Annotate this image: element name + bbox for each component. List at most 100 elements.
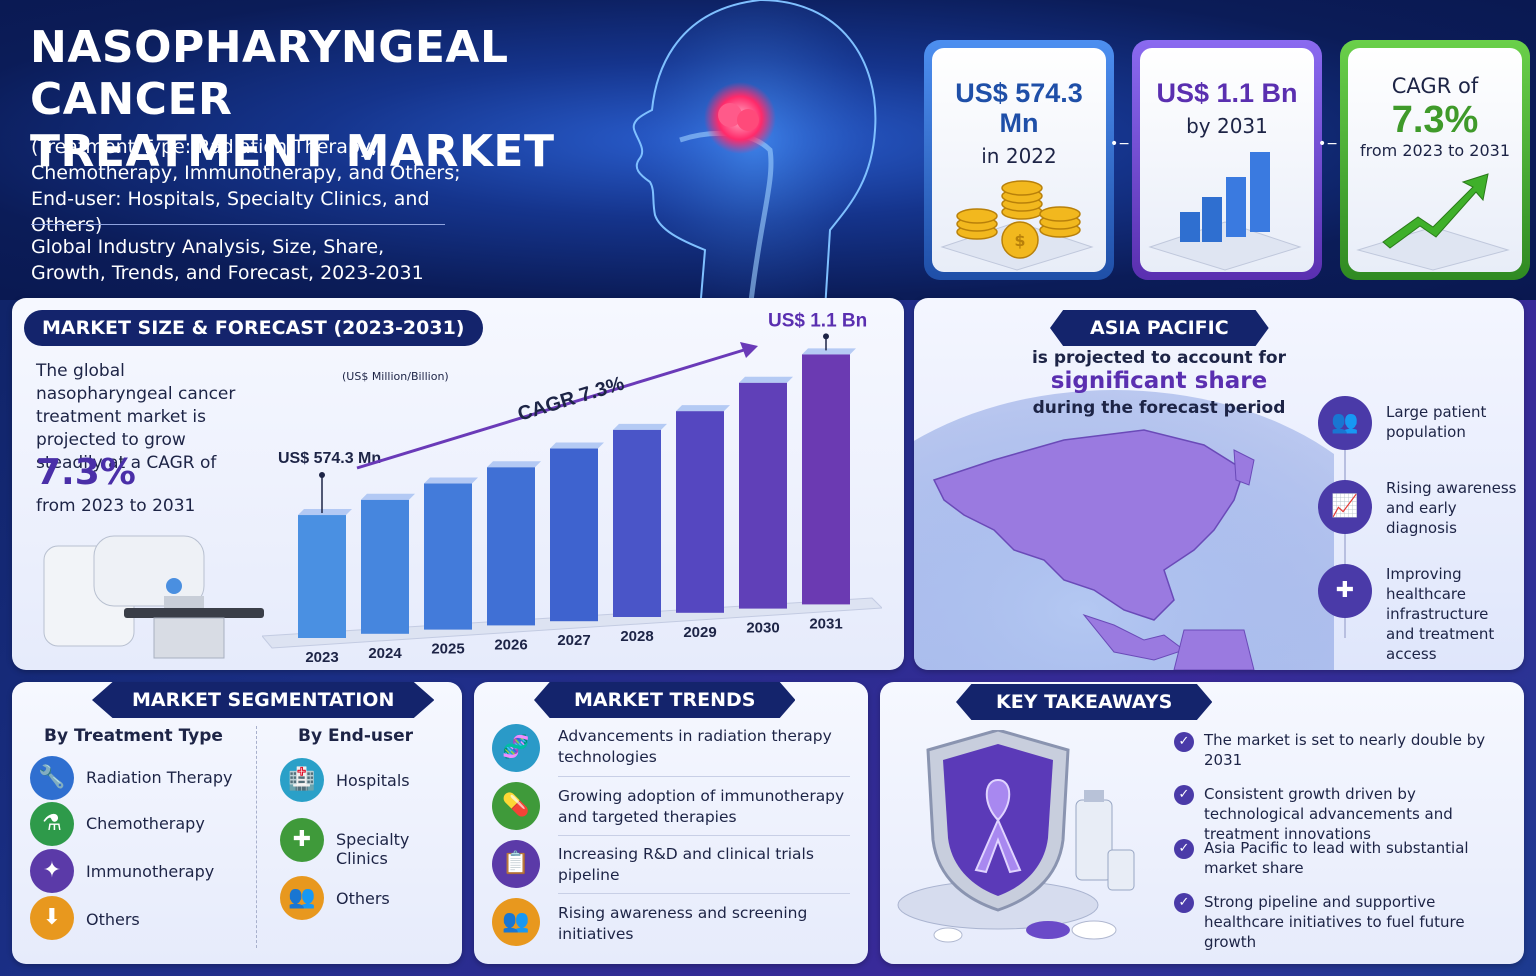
asia-highlight: significant share <box>1050 368 1268 394</box>
takeaway-item: Asia Pacific to lead with substantial ma… <box>1204 839 1469 877</box>
stat-label: by 2031 <box>1186 114 1268 138</box>
market-size-panel: MARKET SIZE & FORECAST (2023-2031) The g… <box>12 298 904 670</box>
segmentation-divider <box>256 726 257 948</box>
trends-heading: MARKET TRENDS <box>534 682 796 718</box>
market-period: from 2023 to 2031 <box>36 496 196 516</box>
clinic-icon: ✚ <box>280 818 324 862</box>
end-value-label: US$ 1.1 Bn <box>768 310 867 331</box>
hero-divider <box>31 224 445 225</box>
bar-2029 <box>676 411 724 613</box>
description: Global Industry Analysis, Size, Share, G… <box>31 236 424 284</box>
enduser-item: Others <box>336 889 390 908</box>
hand-care-icon: ✚ <box>1318 564 1372 618</box>
globe-map-icon <box>914 390 1334 670</box>
trend-item: Growing adoption of immunotherapy and ta… <box>558 787 845 826</box>
bar-top-2031 <box>802 348 856 355</box>
hospital-icon: 🏥 <box>280 758 324 802</box>
bar-2024 <box>361 499 409 634</box>
bar-2027 <box>550 448 598 622</box>
stat-card-cagr: CAGR of 7.3% from 2023 to 2031 <box>1340 40 1530 280</box>
x-tick-label: 2031 <box>809 615 842 632</box>
stat-prefix: CAGR of <box>1391 74 1479 98</box>
check-icon: ✓ <box>1174 893 1194 913</box>
market-forecast-chart: 2023 2024 2025 2026 2027 2028 2029 2030 2031 US$ … <box>262 310 882 666</box>
x-tick-label: 2026 <box>494 636 527 653</box>
cagr-label: CAGR 7.3% <box>515 372 627 425</box>
check-icon: ✓ <box>1174 839 1194 859</box>
driver-2-text: Rising awareness and early diagnosis <box>1386 479 1517 537</box>
immuno-icon: ✦ <box>30 849 74 893</box>
stat-card-2022: US$ 574.3 Mn in 2022 $ <box>924 40 1114 280</box>
market-cagr-value: 7.3% <box>36 452 136 493</box>
trend-item: Rising awareness and screening initiativ… <box>558 904 808 943</box>
subtitle: (Treatment Type: Radiation Therapy, Chem… <box>31 136 461 236</box>
treatment-item: Others <box>86 910 140 929</box>
x-tick-label: 2025 <box>431 641 464 658</box>
driver-1-text: Large patient population <box>1386 403 1487 441</box>
radiation-device-icon: 🔧 <box>30 756 74 800</box>
segmentation-heading: MARKET SEGMENTATION <box>92 682 435 718</box>
title-line-2: TREATMENT MARKET <box>30 126 555 177</box>
trend-divider <box>558 893 850 894</box>
asia-pacific-panel: ASIA PACIFIC is projected to account for… <box>914 298 1524 670</box>
bar-2025 <box>424 483 472 630</box>
treatment-heading: By Treatment Type <box>44 726 223 746</box>
people-group-icon: 👥 <box>1318 396 1372 450</box>
unit-label: (US$ Million/Billion) <box>342 370 449 383</box>
head-illustration-icon <box>632 0 877 300</box>
bar-top-2026 <box>487 461 541 468</box>
market-size-heading: MARKET SIZE & FORECAST (2023-2031) <box>24 310 483 346</box>
takeaway-item: The market is set to nearly double by 20… <box>1204 731 1486 769</box>
connector-icon: •−• <box>1110 136 1139 152</box>
takeaways-heading: KEY TAKEAWAYS <box>956 684 1213 720</box>
bar-2031 <box>802 354 850 605</box>
gold-coins-icon: $ <box>940 180 1094 271</box>
shield-ribbon-icon <box>897 730 1135 943</box>
x-tick-label: 2030 <box>746 620 779 637</box>
asia-pacific-heading: ASIA PACIFIC <box>1050 310 1269 346</box>
bar-top-2024 <box>361 493 415 500</box>
asia-line-1: is projected to account for <box>1031 348 1286 368</box>
trend-item: Increasing R&D and clinical trials pipel… <box>558 845 814 884</box>
check-icon: ✓ <box>1174 732 1194 752</box>
enduser-item: Specialty Clinics <box>336 830 410 868</box>
check-icon: ✓ <box>1174 785 1194 805</box>
bar-top-2025 <box>424 477 478 484</box>
vials-icon: 💊 <box>492 782 540 830</box>
cagr-arrow-head <box>740 342 758 358</box>
bar-top-2023 <box>298 509 352 516</box>
page-title: NASOPHARYNGEAL CANCER TREATMENT MARKET <box>30 22 650 178</box>
takeaways-panel: KEY TAKEAWAYS ✓ The market is set to nea… <box>880 682 1524 964</box>
bar-top-2030 <box>739 376 793 383</box>
x-tick-label: 2029 <box>683 624 716 641</box>
asia-line-2: during the forecast period <box>1032 398 1286 418</box>
stat-value: 7.3% <box>1391 99 1479 141</box>
stat-label: from 2023 to 2031 <box>1360 141 1510 160</box>
x-tick-label: 2024 <box>368 645 402 662</box>
bar-2028 <box>613 429 661 617</box>
x-tick-label: 2023 <box>305 649 338 666</box>
enduser-item: Hospitals <box>336 771 410 790</box>
enduser-heading: By End-user <box>298 726 414 746</box>
bar-chart-icon <box>1148 152 1302 271</box>
growth-arrow-icon <box>1356 173 1510 271</box>
others-download-icon: ⬇ <box>30 896 74 940</box>
treatment-item: Radiation Therapy <box>86 768 233 787</box>
radiation-machine-icon <box>43 535 264 659</box>
dna-icon: 🧬 <box>492 724 540 772</box>
cagr-arrow-line <box>356 348 745 470</box>
trends-panel: MARKET TRENDS 🧬 Advancements in radiatio… <box>474 682 868 964</box>
chart-base <box>262 597 882 649</box>
connector-icon: •−• <box>1318 136 1347 152</box>
clipboard-icon: 📋 <box>492 840 540 888</box>
start-value-label: US$ 574.3 Mn <box>278 450 381 467</box>
takeaway-item: Strong pipeline and supportive healthcar… <box>1204 893 1465 951</box>
x-tick-label: 2028 <box>620 628 653 645</box>
bar-2023 <box>298 515 346 638</box>
bar-top-2029 <box>676 405 730 412</box>
bar-2030 <box>739 382 787 609</box>
trend-divider <box>558 835 850 836</box>
market-size-description: The global nasopharyngeal cancer treatme… <box>36 361 236 473</box>
stat-label: in 2022 <box>981 144 1057 168</box>
start-annotation-dot <box>319 472 325 479</box>
